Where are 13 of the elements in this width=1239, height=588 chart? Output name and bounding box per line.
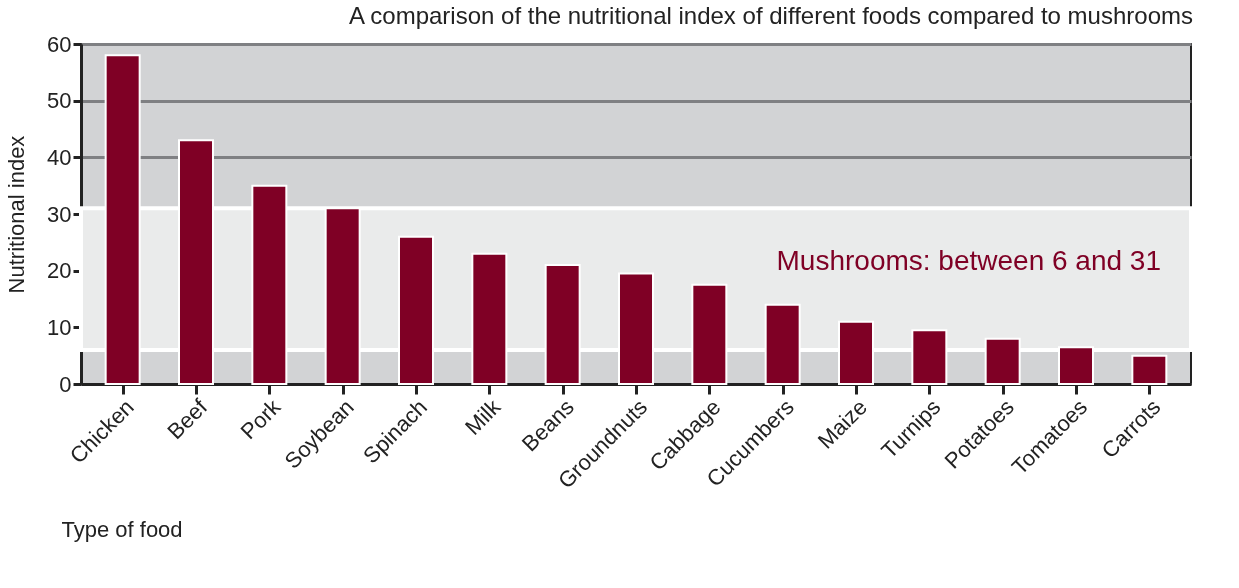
y-tick-label: 20	[47, 258, 72, 284]
y-tick-label: 60	[47, 31, 72, 57]
chart-title: A comparison of the nutritional index of different foods compared to mushrooms	[348, 2, 1193, 29]
y-tick-label: 40	[47, 144, 72, 170]
x-tick-label: Milk	[460, 393, 507, 440]
band-label: Mushrooms: between 6 and 31	[776, 245, 1161, 277]
y-tick-label: 50	[47, 88, 72, 114]
y-tick-label: 10	[47, 314, 72, 340]
y-tick-label: 30	[47, 201, 72, 227]
x-axis-title: Type of food	[61, 516, 183, 542]
bar	[1131, 354, 1168, 385]
y-tick-label: 0	[59, 371, 72, 397]
y-axis-title: Nutritional index	[4, 135, 30, 294]
